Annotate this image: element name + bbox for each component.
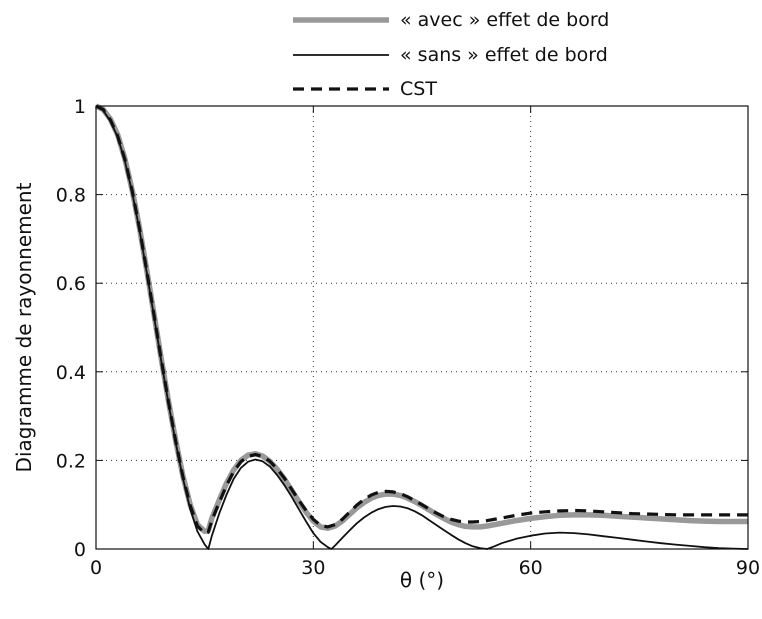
ticks: 0 30 60 90 0 0.2 0.4 0.6 0.8 1 [56,96,760,579]
plot-frame [95,105,749,550]
y-tick-label-1: 0.2 [56,450,86,472]
y-tick-label-3: 0.6 [56,273,86,295]
grid [96,106,748,549]
x-axis-title: θ (°) [400,568,444,592]
legend-label-2: CST [400,78,437,100]
series-line-1 [95,105,749,550]
x-tick-label-0: 0 [90,557,102,579]
series-line-2 [95,104,748,536]
x-tick-label-2: 60 [519,557,543,579]
y-tick-label-0: 0 [74,539,86,561]
y-axis-title: Diagramme de rayonnement [12,182,36,472]
legend-label-0: « avec » effet de bord [400,9,609,31]
legend-label-1: « sans » effet de bord [400,44,608,66]
y-tick-label-5: 1 [74,96,86,118]
plot-series [94,103,749,550]
series-line-0 [94,103,748,535]
legend: « avec » effet de bord « sans » effet de … [293,9,609,100]
y-tick-label-2: 0.4 [56,362,86,384]
x-tick-label-1: 30 [301,557,325,579]
x-tick-label-3: 90 [736,557,760,579]
y-tick-label-4: 0.8 [56,185,86,207]
